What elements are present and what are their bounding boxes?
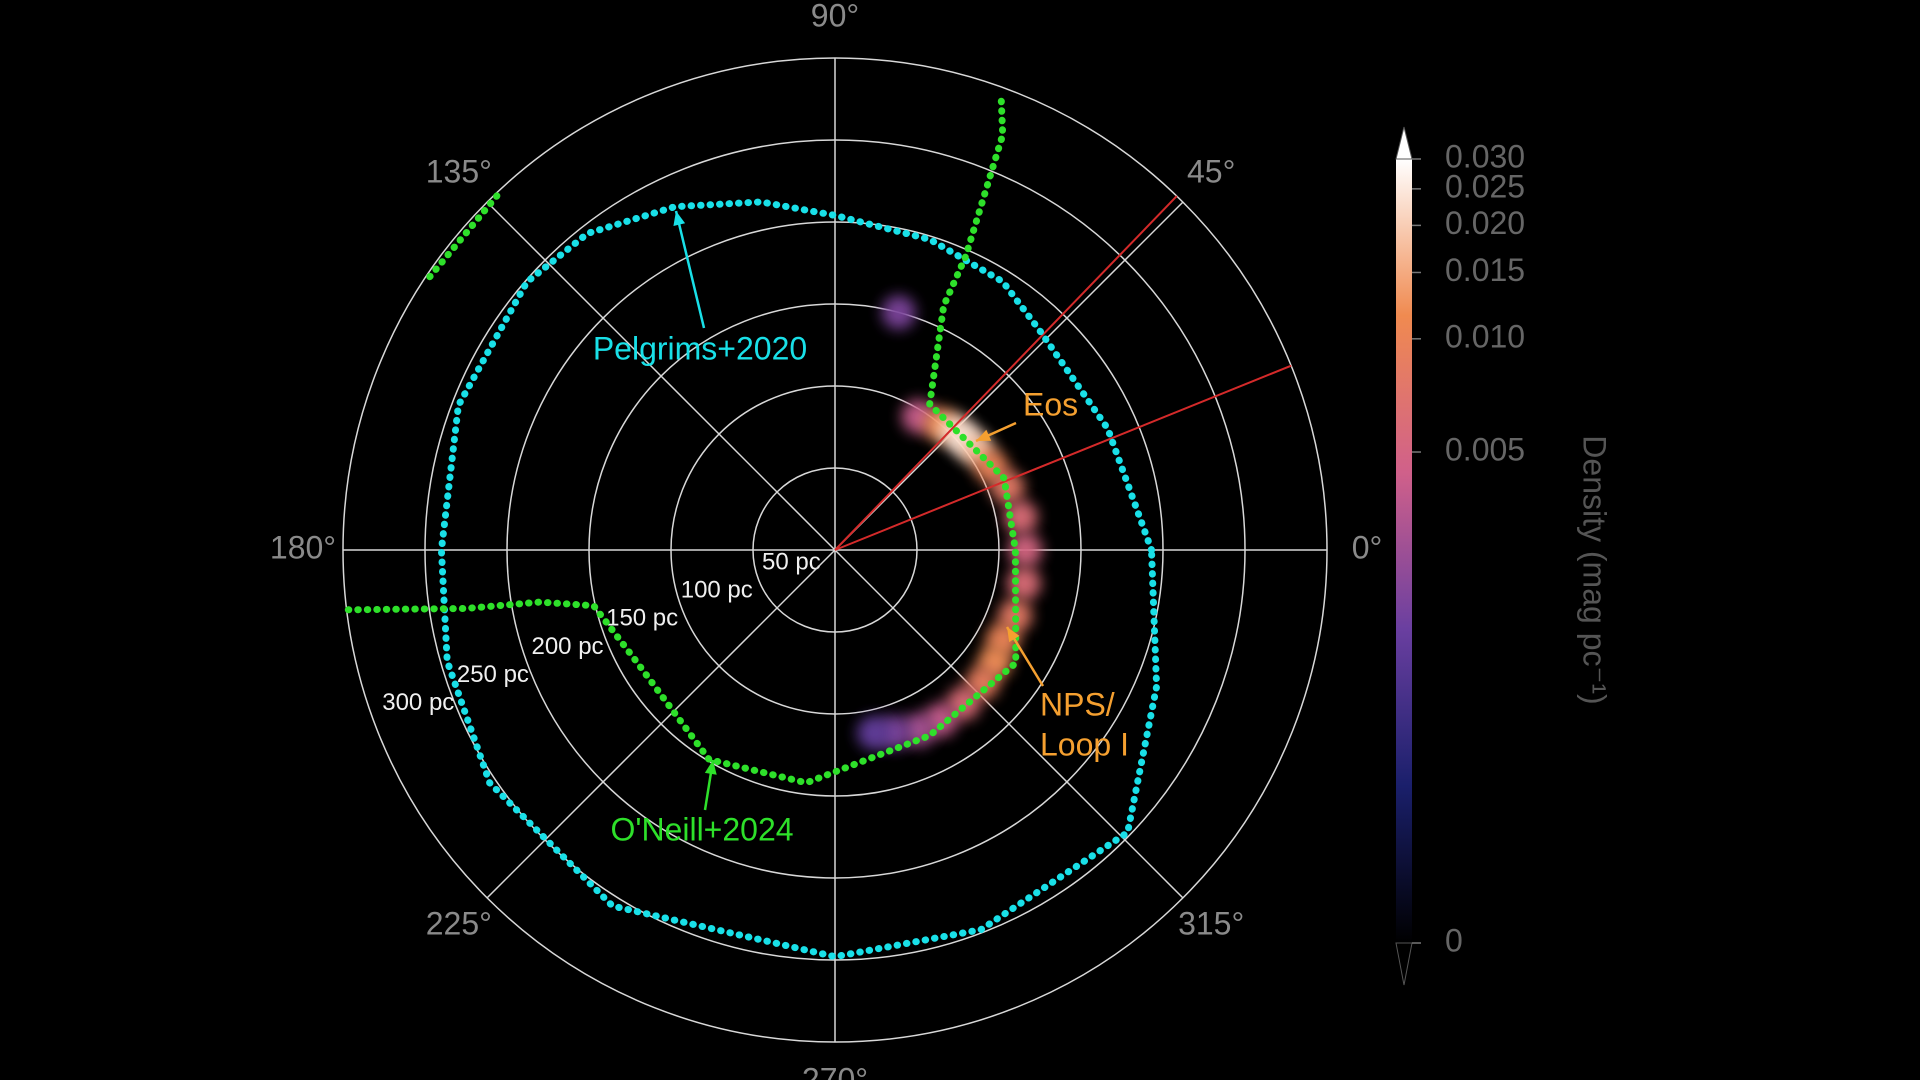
- colorbar-extend-bottom: [1395, 942, 1413, 986]
- annotation: NPS/: [1040, 686, 1115, 722]
- colorbar-tick-label: 0.005: [1445, 431, 1525, 467]
- r-tick-label: 200 pc: [531, 633, 603, 660]
- theta-tick-label: 45°: [1187, 153, 1235, 189]
- theta-tick-label: 315°: [1178, 906, 1244, 942]
- r-tick-label: 300 pc: [382, 689, 454, 716]
- theta-tick-label: 135°: [426, 153, 492, 189]
- arrow-head: [1007, 627, 1020, 643]
- r-tick-label: 250 pc: [457, 661, 529, 688]
- arrow-head: [704, 760, 717, 775]
- colorbar-tick-label: 0.015: [1445, 252, 1525, 288]
- theta-tick-label: 180°: [270, 529, 336, 565]
- colorbar-label: Density (mag pc⁻¹): [1577, 435, 1613, 704]
- theta-tick-label: 0°: [1352, 529, 1383, 565]
- grid-spoke: [834, 549, 1184, 899]
- grid-spoke: [834, 201, 1184, 551]
- grid-spoke: [486, 201, 836, 551]
- colorbar-tick-label: 0.010: [1445, 318, 1525, 354]
- arrow-head: [673, 211, 686, 227]
- reference-line: [834, 364, 1292, 551]
- colorbar-gradient: [1396, 159, 1412, 943]
- series-label: Pelgrims+2020: [593, 330, 807, 366]
- reference-lines: [834, 195, 1292, 551]
- arrow-head: [976, 429, 992, 441]
- colorbar-tick-label: 0.025: [1445, 168, 1525, 204]
- annotation-arrow: [674, 210, 706, 329]
- series-label: O'Neill+2024: [610, 811, 793, 847]
- r-tick-label: 50 pc: [762, 548, 821, 575]
- theta-tick-label: 270°: [802, 1061, 868, 1080]
- r-tick-label: 150 pc: [606, 605, 678, 632]
- annotation: Loop I: [1040, 726, 1129, 762]
- density-cell: [881, 295, 916, 330]
- r-tick-label: 100 pc: [681, 577, 753, 604]
- colorbar-extend-top: [1395, 126, 1413, 160]
- colorbar-tick-label: 0: [1445, 922, 1463, 958]
- series-line: [344, 90, 1020, 787]
- density-cell: [856, 715, 891, 750]
- series: [344, 90, 1161, 961]
- annotations: Pelgrims+2020 O'Neill+2024 Eos NPS/Loop I: [593, 210, 1129, 847]
- reference-line: [834, 195, 1178, 551]
- colorbar-tick-label: 0.030: [1445, 138, 1525, 174]
- theta-tick-label: 90°: [811, 0, 859, 33]
- theta-tick-label: 225°: [426, 906, 492, 942]
- series-line: [437, 198, 1161, 961]
- annotation: Eos: [1023, 386, 1078, 422]
- colorbar-tick-label: 0.020: [1445, 205, 1525, 241]
